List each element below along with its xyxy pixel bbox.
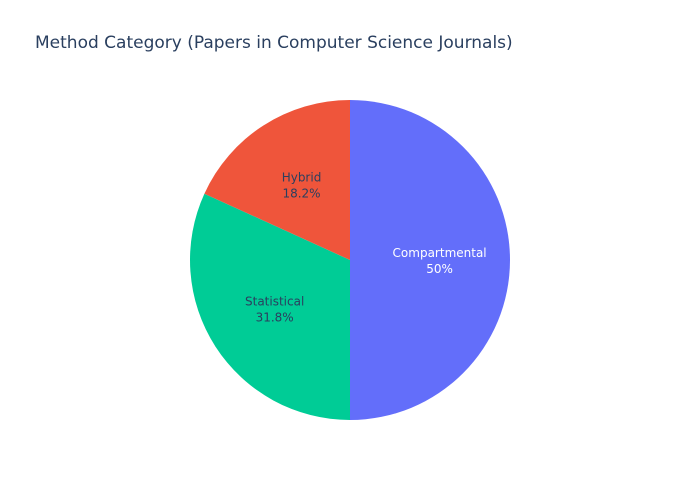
slice-percent-label: 18.2% <box>282 187 320 201</box>
pie-slice-compartmental[interactable] <box>350 100 510 420</box>
chart-title: Method Category (Papers in Computer Scie… <box>35 33 513 53</box>
slice-label-compartmental: Compartmental 50% <box>393 246 487 276</box>
slice-category-label: Statistical <box>245 294 304 308</box>
slice-percent-label: 31.8% <box>256 310 294 324</box>
slice-label-statistical: Statistical 31.8% <box>245 294 304 324</box>
slice-category-label: Compartmental <box>393 246 487 260</box>
pie-slice-statistical[interactable] <box>190 193 350 420</box>
slices-layer <box>190 100 510 420</box>
pie-slice-hybrid[interactable] <box>204 100 350 260</box>
slice-category-label: Hybrid <box>282 171 322 185</box>
slice-label-hybrid: Hybrid 18.2% <box>282 171 322 201</box>
slice-percent-label: 50% <box>426 262 453 276</box>
labels-layer: Compartmental 50% Statistical 31.8% Hybrid 18… <box>245 171 487 325</box>
